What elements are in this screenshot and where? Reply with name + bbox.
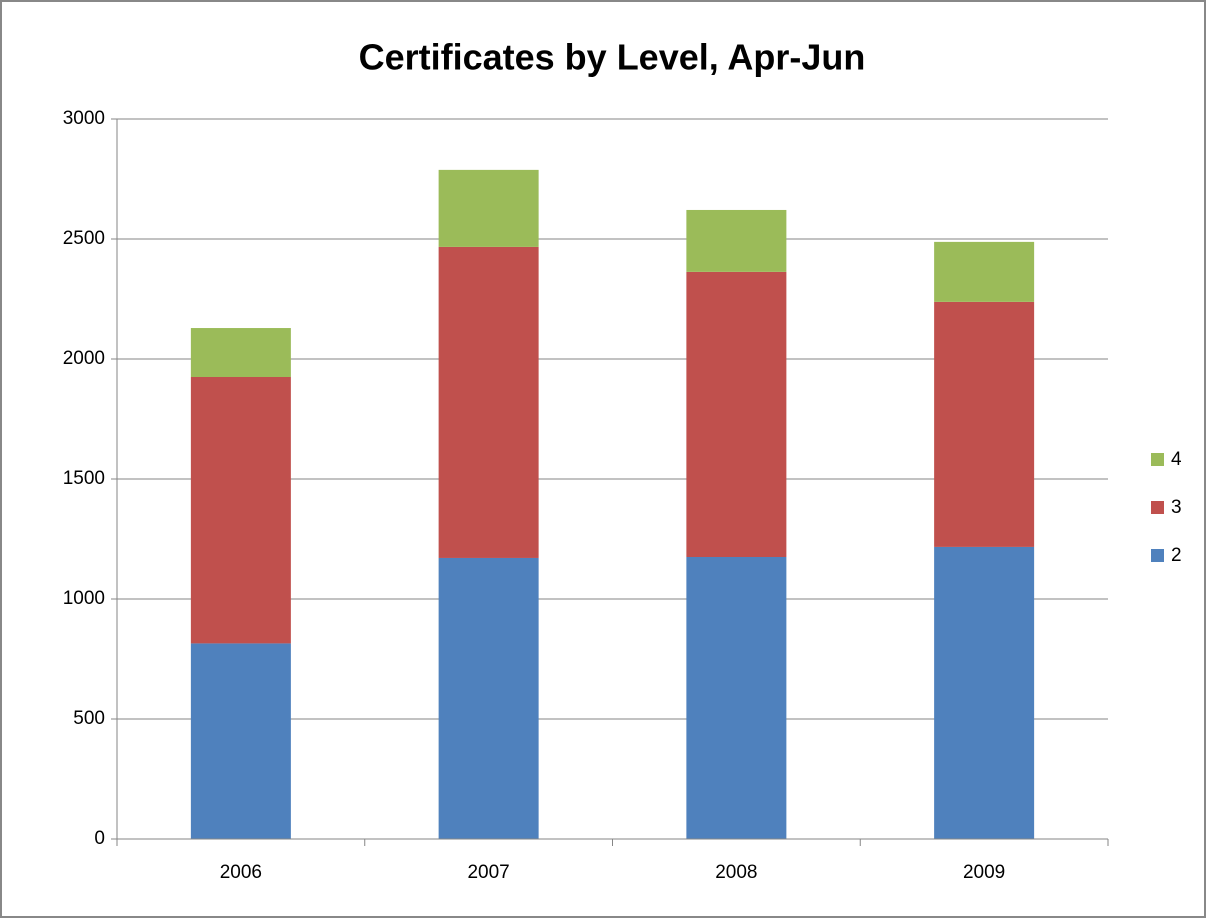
bar-segment (438, 246, 539, 558)
bar-segment (190, 643, 291, 839)
bar-segment (190, 377, 291, 644)
y-tick-label: 3000 (63, 108, 105, 129)
legend-label: 4 (1171, 449, 1182, 470)
bar-segment (934, 546, 1035, 839)
legend-swatch (1151, 549, 1164, 562)
y-tick-label: 2500 (63, 228, 105, 249)
y-tick-label: 0 (94, 828, 105, 849)
x-tick-label: 2007 (467, 862, 509, 883)
x-tick-label: 2009 (963, 862, 1005, 883)
bar-segment (686, 209, 787, 272)
bar-segment (934, 241, 1035, 302)
bar-segment (934, 301, 1035, 547)
bar-segment (438, 169, 539, 247)
x-tick-label: 2006 (220, 862, 262, 883)
y-tick-label: 2000 (63, 348, 105, 369)
legend-label: 2 (1171, 545, 1182, 566)
bar-segment (686, 557, 787, 839)
chart-title: Certificates by Level, Apr-Jun (359, 37, 866, 78)
y-tick-label: 500 (73, 708, 105, 729)
y-tick-label: 1000 (63, 588, 105, 609)
bar-segment (686, 271, 787, 557)
legend-label: 3 (1171, 497, 1182, 518)
legend-swatch (1151, 453, 1164, 466)
bar-segment (190, 328, 291, 377)
y-tick-label: 1500 (63, 468, 105, 489)
x-tick-label: 2008 (715, 862, 757, 883)
bar-segment (438, 557, 539, 839)
legend-swatch (1151, 501, 1164, 514)
